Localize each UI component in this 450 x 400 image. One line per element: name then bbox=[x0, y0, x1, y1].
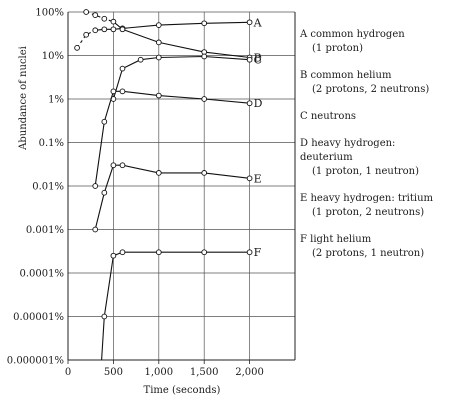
legend-entry-d: D heavy hydrogen: deuterium (1 proton, 1 … bbox=[300, 137, 448, 179]
series-a-point bbox=[246, 19, 253, 26]
y-tick-label: 0.1% bbox=[39, 138, 64, 149]
series-f-point bbox=[101, 313, 108, 320]
series-f-point bbox=[201, 249, 208, 256]
legend: A common hydrogen (1 proton) B common heli… bbox=[300, 28, 448, 274]
legend-entry-f: F light helium (2 protons, 1 neutron) bbox=[300, 233, 448, 261]
legend-entry-e: E heavy hydrogen: tritium (1 proton, 2 ne… bbox=[300, 192, 448, 220]
legend-entry-title: B common helium bbox=[300, 70, 392, 81]
legend-entry-title: C neutrons bbox=[300, 111, 357, 122]
series-d-point bbox=[92, 183, 99, 189]
x-tick-label: 1,000 bbox=[144, 367, 173, 378]
legend-entry-title: E heavy hydrogen: tritium bbox=[300, 193, 434, 204]
series-d-point bbox=[155, 92, 162, 99]
series-d-point bbox=[101, 118, 108, 125]
x-tick-label: 0 bbox=[65, 367, 71, 378]
series-b-point bbox=[119, 26, 126, 33]
series-a-point bbox=[92, 27, 99, 34]
series-b-point bbox=[101, 15, 108, 22]
series-e-point bbox=[246, 175, 253, 182]
series-d-line bbox=[94, 90, 250, 187]
x-tick-label: 1,500 bbox=[190, 367, 219, 378]
legend-entry-detail: (2 protons, 2 neutrons) bbox=[312, 84, 430, 95]
series-b-end-label: B bbox=[254, 51, 262, 64]
y-tick-label: 0.001% bbox=[26, 225, 64, 236]
series-d-point bbox=[110, 88, 117, 95]
legend-entry-detail: (2 protons, 1 neutron) bbox=[312, 248, 425, 259]
legend-entry-title: F light helium bbox=[300, 234, 372, 245]
series-c-point bbox=[137, 56, 144, 63]
series-c-line bbox=[112, 55, 250, 100]
series-f-point bbox=[119, 249, 126, 256]
series-b-point bbox=[110, 18, 117, 25]
series-c-point bbox=[119, 65, 126, 72]
series-d-point bbox=[201, 96, 208, 102]
y-tick-labels: 100% 10% 1% 0.1% 0.01% 0.001% 0.0001% 0.00001% 0… bbox=[7, 8, 64, 367]
series-e-point bbox=[201, 170, 208, 176]
plot-frame bbox=[67, 12, 296, 364]
legend-entry-detail: (1 proton, 1 neutron) bbox=[312, 166, 419, 177]
series-c-point bbox=[155, 54, 162, 61]
legend-entry-detail: (1 proton) bbox=[312, 43, 364, 54]
series-f-point bbox=[155, 249, 162, 256]
series-d-point bbox=[119, 88, 126, 95]
series-e-point bbox=[101, 189, 108, 196]
series-b-dashed-line bbox=[86, 11, 114, 23]
x-axis-title: Time (seconds) bbox=[144, 385, 221, 396]
series-a-point bbox=[155, 22, 162, 28]
series-e-point bbox=[92, 226, 99, 233]
legend-entry-detail: (1 proton, 2 neutrons) bbox=[312, 207, 425, 218]
series-f-end-label: F bbox=[254, 246, 262, 259]
legend-entry-c: C neutrons bbox=[300, 110, 448, 124]
x-tick-label: 2,000 bbox=[235, 367, 264, 378]
series-d-point bbox=[246, 100, 253, 107]
series-e-line bbox=[94, 164, 250, 230]
series-f-line bbox=[101, 251, 250, 361]
y-tick-label: 1% bbox=[48, 95, 64, 106]
y-tick-label: 10% bbox=[42, 51, 64, 62]
series-c-point bbox=[246, 56, 253, 63]
series-e-point bbox=[119, 162, 126, 169]
series-e-point bbox=[110, 162, 117, 169]
y-axis-title: Abundance of nuclei bbox=[18, 46, 29, 151]
series-c-point bbox=[201, 53, 208, 60]
y-tick-label: 0.01% bbox=[32, 182, 64, 193]
series-a-point bbox=[201, 20, 208, 27]
series-b-point bbox=[83, 9, 90, 15]
grid-layer bbox=[68, 11, 295, 361]
series-f-point bbox=[246, 249, 253, 256]
legend-entry-title: D heavy hydrogen: deuterium bbox=[300, 138, 396, 163]
x-tick-label: 500 bbox=[104, 367, 123, 378]
series-c-end-label: C bbox=[254, 54, 262, 67]
series-a-end-label: A bbox=[253, 16, 263, 29]
y-tick-label: 0.000001% bbox=[7, 356, 64, 367]
series-a-point bbox=[83, 31, 90, 38]
series-a-point bbox=[101, 26, 108, 33]
legend-entry-title: A common hydrogen bbox=[300, 29, 405, 40]
y-tick-label: 0.0001% bbox=[20, 269, 65, 280]
x-tick-labels: 0 500 1,000 1,500 2,000 bbox=[65, 367, 264, 378]
series-a-point bbox=[110, 26, 117, 33]
y-tick-label: 0.00001% bbox=[13, 312, 64, 323]
series-d-end-label: D bbox=[254, 97, 263, 110]
series-a-point bbox=[74, 44, 80, 51]
series-e-end-label: E bbox=[254, 172, 262, 185]
series-f-point bbox=[110, 252, 117, 259]
legend-entry-a: A common hydrogen (1 proton) bbox=[300, 28, 448, 56]
series-b-point bbox=[155, 39, 162, 46]
y-tick-label: 100% bbox=[35, 8, 64, 19]
series-b-point bbox=[92, 12, 99, 18]
series-layer: A BC D E F bbox=[74, 9, 263, 361]
legend-entry-b: B common helium (2 protons, 2 neutrons) bbox=[300, 69, 448, 97]
series-e-point bbox=[155, 170, 162, 176]
